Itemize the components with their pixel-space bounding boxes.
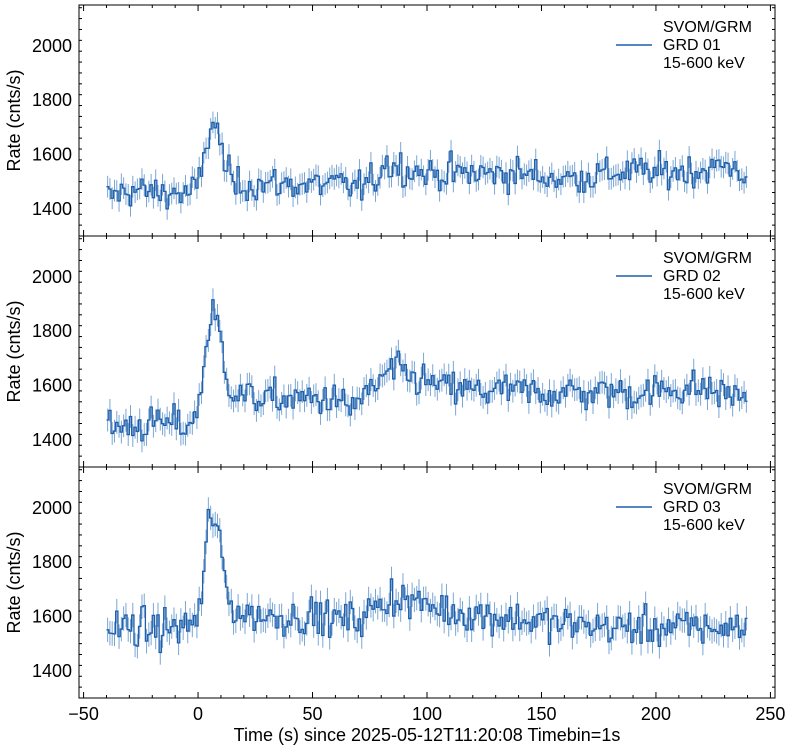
errorbars [107,111,747,220]
ticks [79,467,775,699]
x-tick-label: 200 [641,704,671,724]
legend-text-line: 15-600 keV [663,55,745,72]
ticks [79,236,775,468]
legend-text-line: SVOM/GRM [663,19,752,36]
y-tick-label: 2000 [32,36,72,56]
y-axis-title: Rate (cnts/s) [4,69,24,171]
series-2 [106,288,748,453]
y-tick-label: 1400 [32,430,72,450]
x-tick-label: −50 [68,704,99,724]
x-tick-label: 50 [303,704,323,724]
x-tick-label: 150 [526,704,556,724]
legend-text-line: 15-600 keV [663,286,745,303]
x-tick-label: 100 [412,704,442,724]
y-tick-label: 2000 [32,498,72,518]
series-step-line [106,299,748,442]
legend-text-line: GRD 03 [663,499,721,516]
y-tick-label: 2000 [32,267,72,287]
legend-text-line: GRD 02 [663,268,721,285]
legend-text-line: GRD 01 [663,37,721,54]
series-step-line [106,508,748,654]
y-tick-label: 1800 [32,321,72,341]
panel-3: 1400 1600 1800 2000 −50 0 50 100 150 200 250 Rate (… [4,466,785,724]
y-axis-title: Rate (cnts/s) [4,300,24,402]
y-tick-label: 1600 [32,144,72,164]
series-3 [106,497,748,665]
y-axis-title: Rate (cnts/s) [4,531,24,633]
series-1 [106,111,748,220]
y-tick-label: 1600 [32,606,72,626]
y-tick-label: 1800 [32,552,72,572]
y-tick-label: 1400 [32,199,72,219]
y-tick-label: 1400 [32,661,72,681]
errorbars [107,497,747,665]
legend-text-line: 15-600 keV [663,517,745,534]
errorbars [107,288,747,453]
y-tick-label: 1600 [32,375,72,395]
legend-text-line: SVOM/GRM [663,250,752,267]
panel-2: 1400 1600 1800 2000 Rate (cnts/s) SVOM/GRMGRD… [4,235,776,468]
panel-1: 1400 1600 1800 2000 Rate (cnts/s) SVOM/GRMGRD… [4,4,776,237]
series-step-line [106,121,748,210]
legend-text-line: SVOM/GRM [663,481,752,498]
x-tick-label: 0 [193,704,203,724]
x-tick-label: 250 [755,704,785,724]
x-axis-title: Time (s) since 2025-05-12T11:20:08 Timeb… [234,725,621,745]
y-tick-label: 1800 [32,90,72,110]
